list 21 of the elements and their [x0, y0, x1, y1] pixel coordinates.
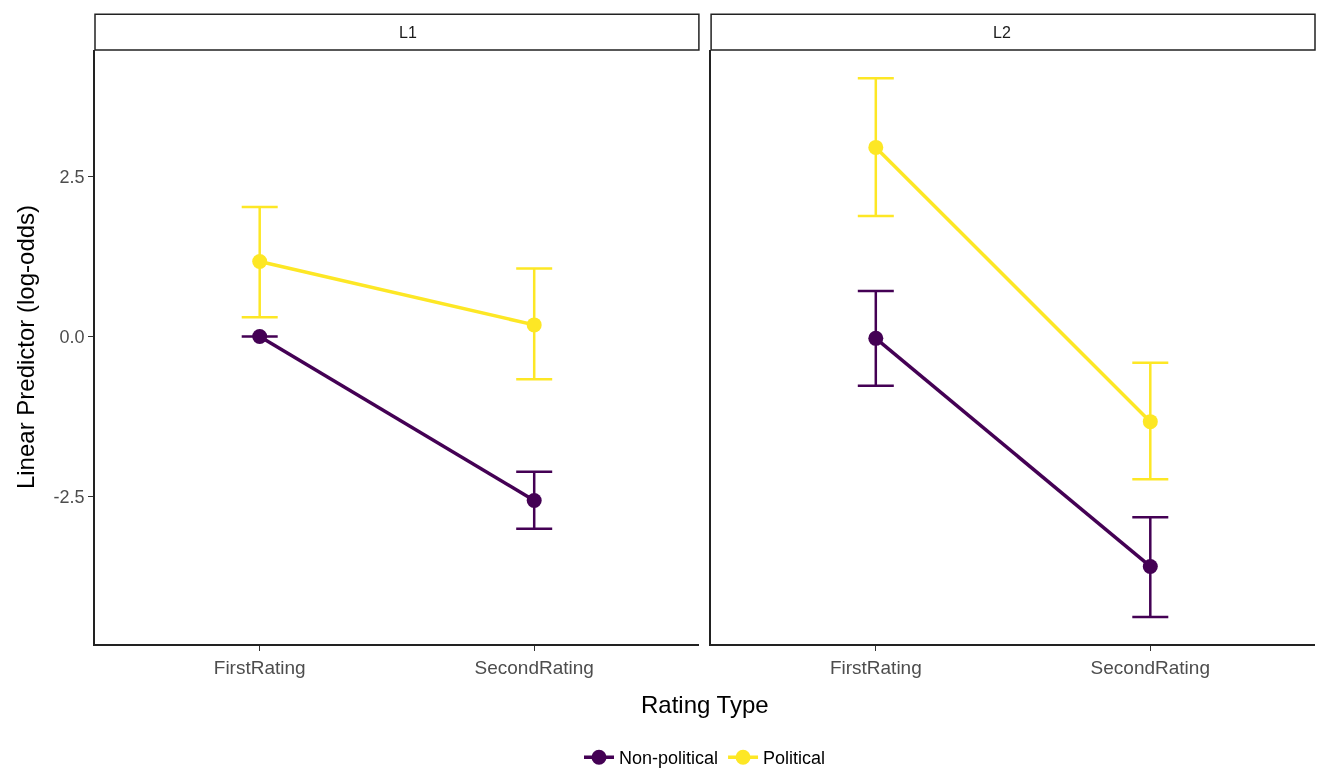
- chart-title: L2: [993, 24, 1011, 41]
- x-tick-label: SecondRating: [1090, 656, 1210, 678]
- point: [526, 317, 542, 333]
- y-tick-label: 0.0: [59, 326, 85, 347]
- point: [526, 492, 542, 508]
- y-axis-title: Linear Predictor (log-odds): [12, 204, 40, 490]
- point: [252, 253, 268, 269]
- y-tick-label: 2.5: [59, 166, 85, 187]
- x-tick-label: SecondRating: [474, 656, 594, 678]
- point: [252, 328, 268, 344]
- x-axis-title: Rating Type: [641, 691, 769, 718]
- chart-title: L1: [399, 24, 417, 41]
- legend-label: Non-political: [619, 748, 719, 769]
- legend-label: Political: [763, 748, 826, 769]
- point: [868, 139, 884, 155]
- x-tick-label: FirstRating: [213, 656, 306, 678]
- point: [1142, 558, 1158, 574]
- point: [868, 330, 884, 346]
- x-tick-label: FirstRating: [829, 656, 922, 678]
- y-tick-label: -2.5: [53, 486, 85, 507]
- point: [1142, 414, 1158, 430]
